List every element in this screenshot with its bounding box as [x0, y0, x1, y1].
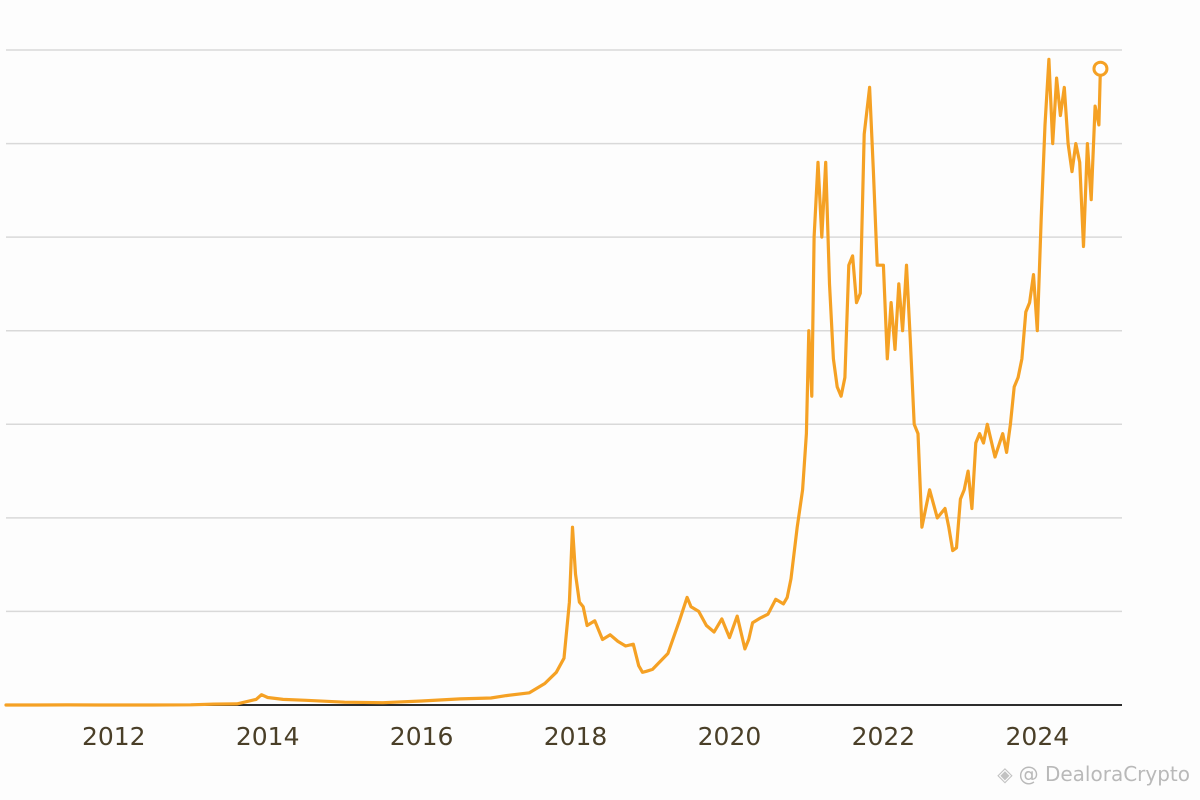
gridlines: [6, 49, 1122, 613]
x-tick-label-2024: 2024: [1006, 722, 1070, 751]
x-tick-labels: 2012 2014 2016 2018 2020 2022 2024: [82, 722, 1069, 751]
x-tick-label-2018: 2018: [544, 722, 608, 751]
x-tick-label-2022: 2022: [852, 722, 916, 751]
x-tick-label-2020: 2020: [698, 722, 762, 751]
x-tick-label-2016: 2016: [390, 722, 454, 751]
watermark-text: @ DealoraCrypto: [1018, 762, 1190, 786]
x-tick-label-2012: 2012: [82, 722, 146, 751]
watermark: ◈ @ DealoraCrypto: [997, 762, 1190, 786]
price-series-line: [4, 57, 1102, 707]
x-tick-label-2014: 2014: [236, 722, 300, 751]
latest-value-marker: [1092, 60, 1109, 77]
diamond-logo-icon: ◈: [997, 762, 1013, 786]
